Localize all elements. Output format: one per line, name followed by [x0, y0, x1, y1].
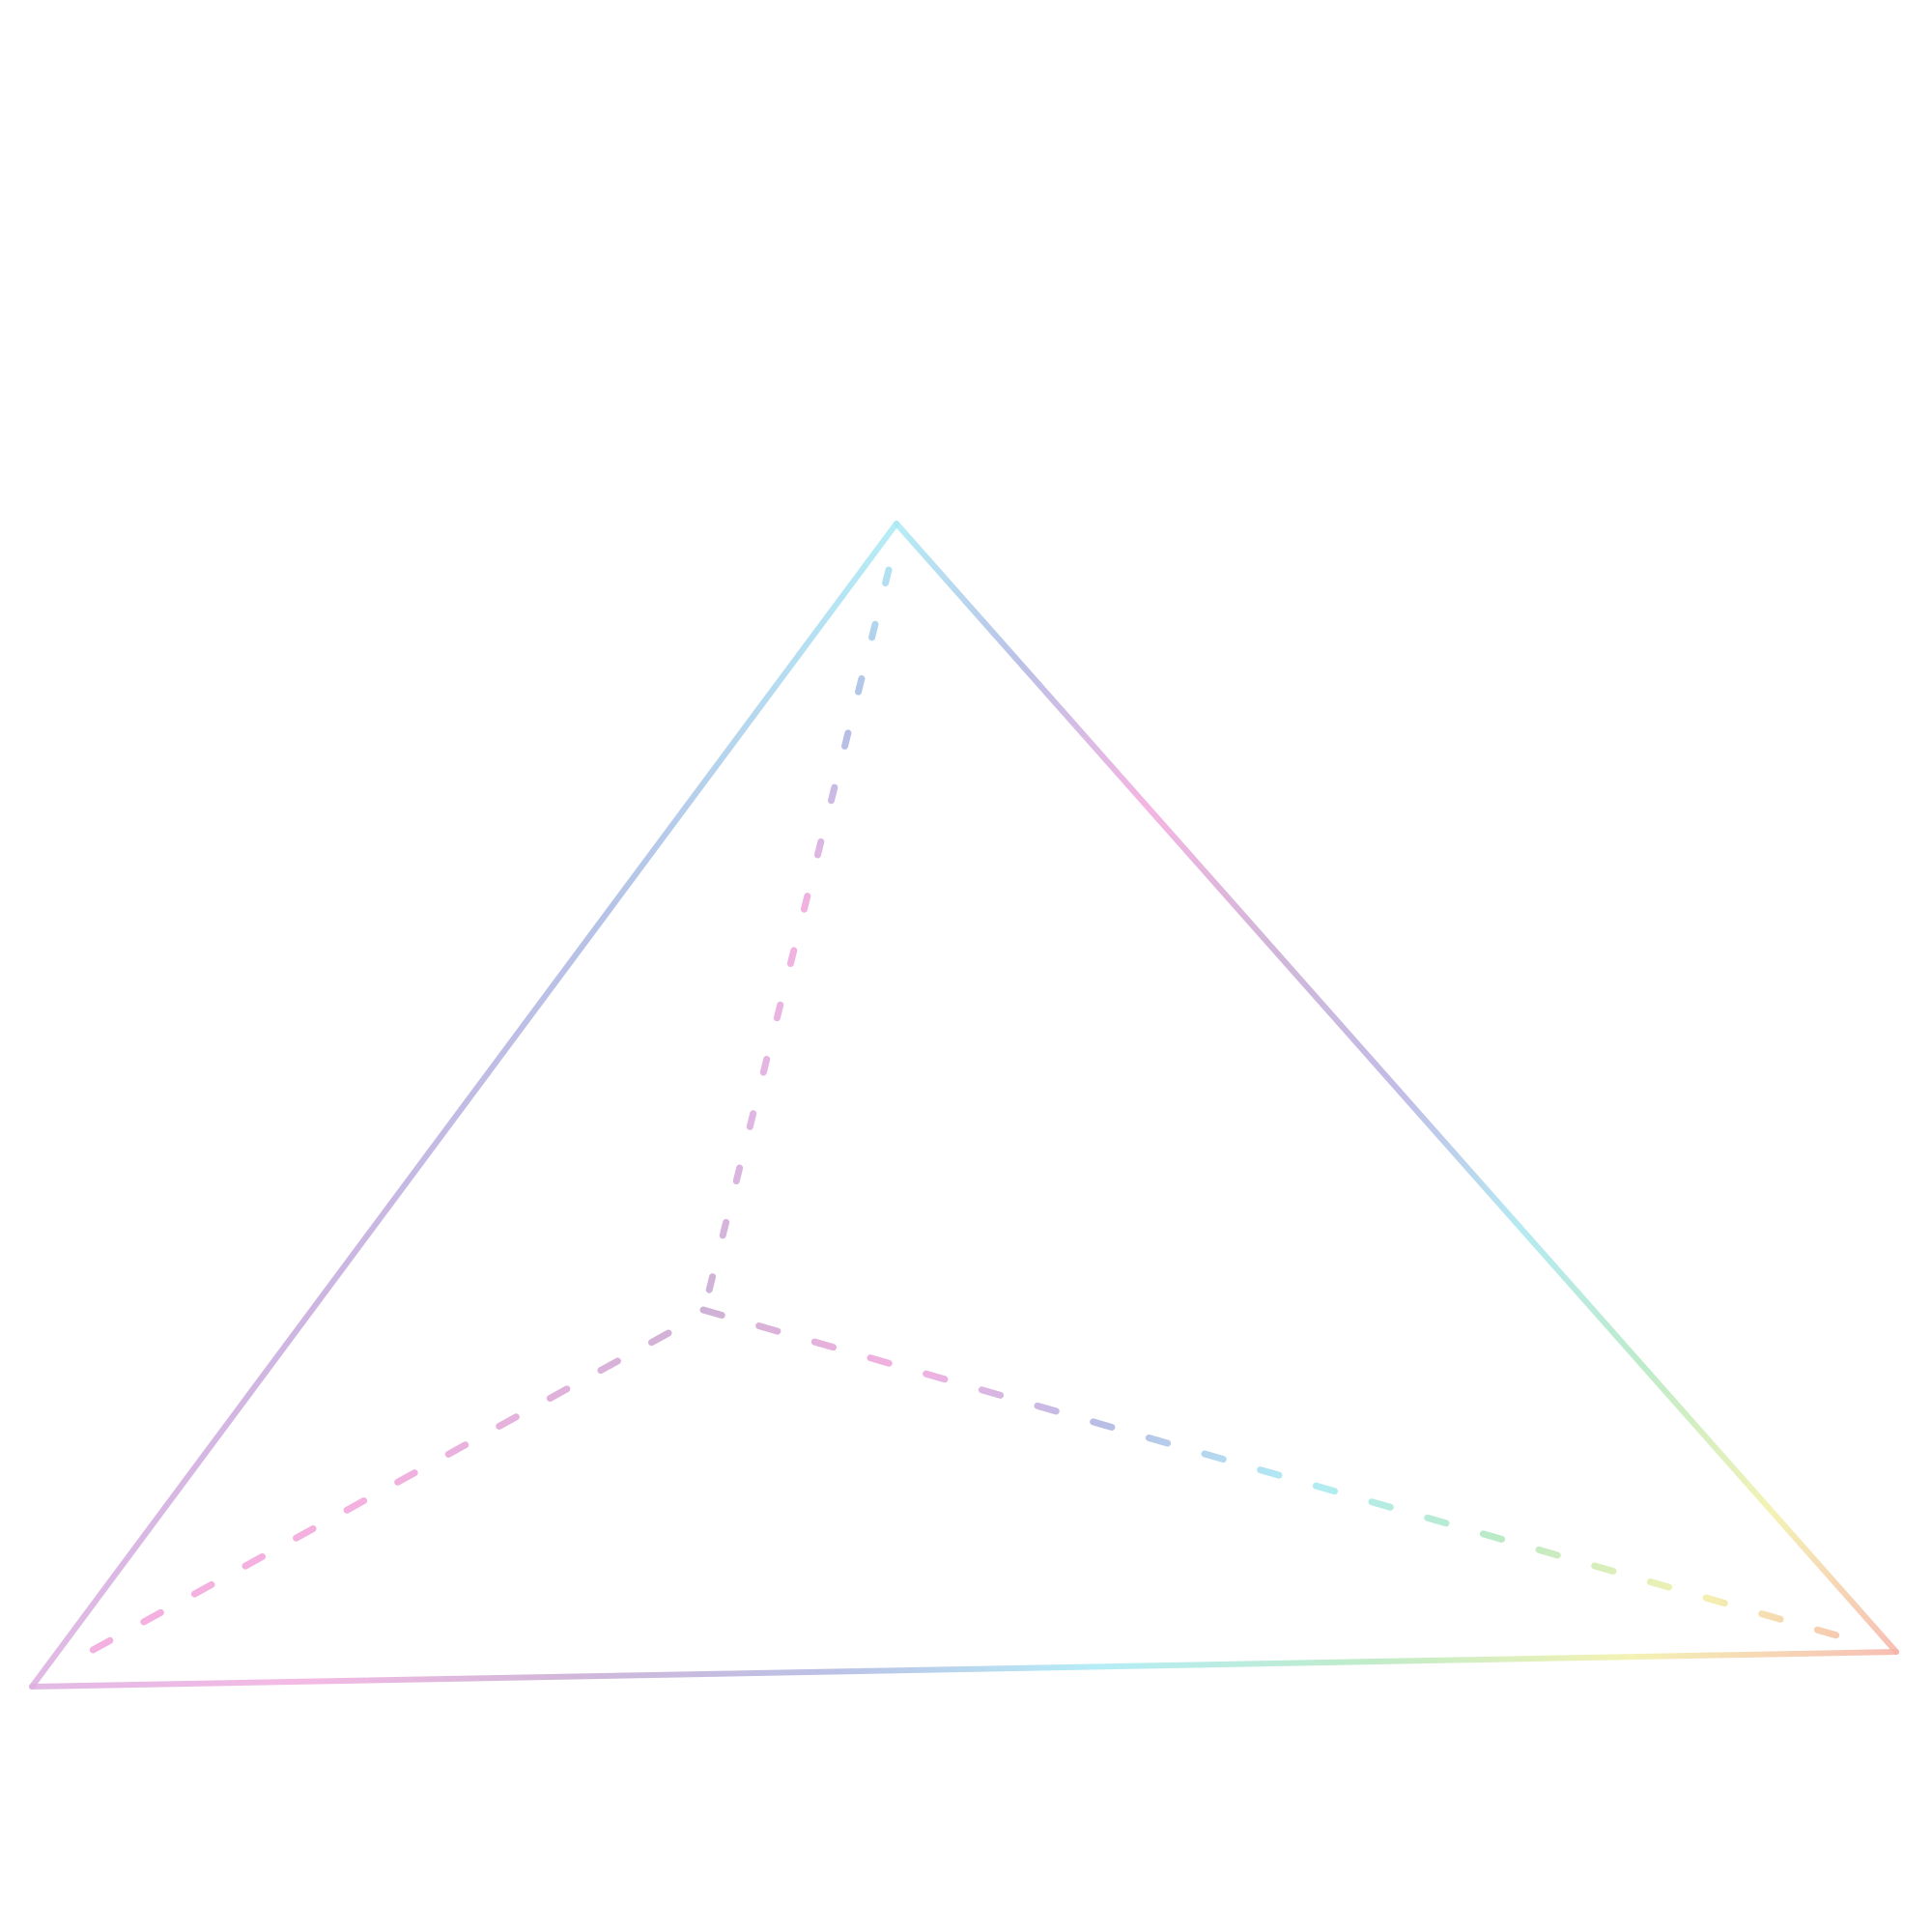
edge-apex-back [704, 566, 893, 1298]
edge-back-left [71, 1329, 672, 1663]
edge-apex-right [894, 521, 1899, 1655]
edge-back-right [699, 1306, 1851, 1642]
edge-apex-left [29, 521, 899, 1690]
edge-base-front [29, 1649, 1899, 1690]
